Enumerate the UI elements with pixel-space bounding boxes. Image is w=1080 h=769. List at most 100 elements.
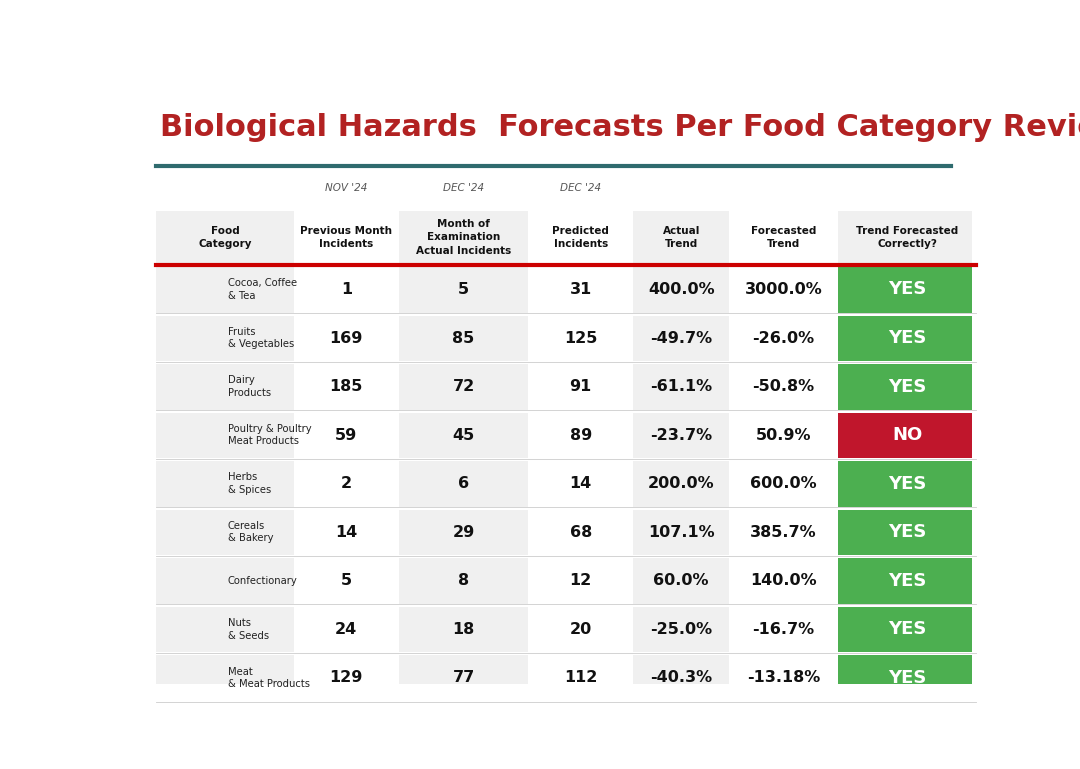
Text: 31: 31 bbox=[569, 282, 592, 297]
FancyBboxPatch shape bbox=[399, 461, 528, 507]
FancyBboxPatch shape bbox=[633, 413, 729, 458]
FancyBboxPatch shape bbox=[633, 267, 729, 312]
FancyBboxPatch shape bbox=[156, 315, 294, 361]
FancyBboxPatch shape bbox=[729, 315, 838, 361]
FancyBboxPatch shape bbox=[633, 211, 729, 264]
Text: -23.7%: -23.7% bbox=[650, 428, 712, 443]
Text: Biological Hazards  Forecasts Per Food Category Review: Biological Hazards Forecasts Per Food Ca… bbox=[160, 113, 1080, 142]
Text: Food
Category: Food Category bbox=[199, 226, 252, 249]
Text: 400.0%: 400.0% bbox=[648, 282, 715, 297]
FancyBboxPatch shape bbox=[528, 510, 633, 555]
Text: 14: 14 bbox=[569, 476, 592, 491]
Text: YES: YES bbox=[888, 669, 927, 687]
Text: 6: 6 bbox=[458, 476, 469, 491]
Text: 385.7%: 385.7% bbox=[751, 524, 816, 540]
Text: Actual
Trend: Actual Trend bbox=[662, 226, 700, 249]
FancyBboxPatch shape bbox=[729, 607, 838, 652]
Text: NO: NO bbox=[892, 426, 922, 444]
Text: 129: 129 bbox=[329, 671, 363, 685]
FancyBboxPatch shape bbox=[729, 413, 838, 458]
FancyBboxPatch shape bbox=[399, 607, 528, 652]
FancyBboxPatch shape bbox=[528, 655, 633, 701]
Text: -26.0%: -26.0% bbox=[753, 331, 814, 345]
FancyBboxPatch shape bbox=[294, 267, 399, 312]
Text: -13.18%: -13.18% bbox=[747, 671, 821, 685]
Text: -25.0%: -25.0% bbox=[650, 622, 712, 637]
FancyBboxPatch shape bbox=[399, 315, 528, 361]
FancyBboxPatch shape bbox=[399, 364, 528, 410]
Text: 140.0%: 140.0% bbox=[751, 573, 816, 588]
Text: Predicted
Incidents: Predicted Incidents bbox=[552, 226, 609, 249]
FancyBboxPatch shape bbox=[729, 655, 838, 701]
Text: 1: 1 bbox=[341, 282, 352, 297]
FancyBboxPatch shape bbox=[729, 558, 838, 604]
FancyBboxPatch shape bbox=[838, 655, 976, 701]
Text: YES: YES bbox=[888, 378, 927, 395]
FancyBboxPatch shape bbox=[156, 364, 294, 410]
Text: Previous Month
Incidents: Previous Month Incidents bbox=[300, 226, 392, 249]
Text: 29: 29 bbox=[453, 524, 474, 540]
FancyBboxPatch shape bbox=[528, 267, 633, 312]
Text: Cocoa, Coffee
& Tea: Cocoa, Coffee & Tea bbox=[228, 278, 297, 301]
FancyBboxPatch shape bbox=[838, 607, 976, 652]
Text: Fruits
& Vegetables: Fruits & Vegetables bbox=[228, 327, 294, 349]
FancyBboxPatch shape bbox=[528, 364, 633, 410]
FancyBboxPatch shape bbox=[294, 315, 399, 361]
Text: 169: 169 bbox=[329, 331, 363, 345]
FancyBboxPatch shape bbox=[156, 607, 294, 652]
FancyBboxPatch shape bbox=[294, 510, 399, 555]
FancyBboxPatch shape bbox=[294, 461, 399, 507]
FancyBboxPatch shape bbox=[156, 413, 294, 458]
FancyBboxPatch shape bbox=[156, 558, 294, 604]
Text: -40.3%: -40.3% bbox=[650, 671, 712, 685]
Text: 12: 12 bbox=[569, 573, 592, 588]
Text: 59: 59 bbox=[335, 428, 357, 443]
Text: 91: 91 bbox=[569, 379, 592, 394]
FancyBboxPatch shape bbox=[838, 461, 976, 507]
Text: YES: YES bbox=[888, 281, 927, 298]
FancyBboxPatch shape bbox=[633, 364, 729, 410]
Text: 2: 2 bbox=[341, 476, 352, 491]
FancyBboxPatch shape bbox=[399, 655, 528, 701]
Text: 3000.0%: 3000.0% bbox=[745, 282, 823, 297]
Text: 45: 45 bbox=[453, 428, 474, 443]
Text: Meat
& Meat Products: Meat & Meat Products bbox=[228, 667, 310, 689]
FancyBboxPatch shape bbox=[633, 461, 729, 507]
FancyBboxPatch shape bbox=[528, 461, 633, 507]
Text: Poultry & Poultry
Meat Products: Poultry & Poultry Meat Products bbox=[228, 424, 311, 446]
FancyBboxPatch shape bbox=[838, 413, 976, 458]
Text: -61.1%: -61.1% bbox=[650, 379, 712, 394]
Text: 107.1%: 107.1% bbox=[648, 524, 715, 540]
FancyBboxPatch shape bbox=[294, 655, 399, 701]
Text: 112: 112 bbox=[564, 671, 597, 685]
FancyBboxPatch shape bbox=[729, 461, 838, 507]
FancyBboxPatch shape bbox=[838, 558, 976, 604]
FancyBboxPatch shape bbox=[838, 211, 976, 264]
FancyBboxPatch shape bbox=[528, 558, 633, 604]
FancyBboxPatch shape bbox=[294, 364, 399, 410]
FancyBboxPatch shape bbox=[838, 510, 976, 555]
Text: 72: 72 bbox=[453, 379, 474, 394]
Text: YES: YES bbox=[888, 621, 927, 638]
Text: DEC '24: DEC '24 bbox=[561, 183, 602, 193]
FancyBboxPatch shape bbox=[399, 413, 528, 458]
FancyBboxPatch shape bbox=[399, 558, 528, 604]
Text: NOV '24: NOV '24 bbox=[325, 183, 367, 193]
Text: 185: 185 bbox=[329, 379, 363, 394]
FancyBboxPatch shape bbox=[156, 510, 294, 555]
Text: 8: 8 bbox=[458, 573, 469, 588]
FancyBboxPatch shape bbox=[838, 315, 976, 361]
FancyBboxPatch shape bbox=[528, 413, 633, 458]
Text: 77: 77 bbox=[453, 671, 474, 685]
FancyBboxPatch shape bbox=[156, 655, 294, 701]
Text: Herbs
& Spices: Herbs & Spices bbox=[228, 472, 271, 495]
Text: Confectionary: Confectionary bbox=[228, 576, 297, 586]
Text: 600.0%: 600.0% bbox=[751, 476, 816, 491]
FancyBboxPatch shape bbox=[294, 558, 399, 604]
FancyBboxPatch shape bbox=[838, 364, 976, 410]
Text: Nuts
& Seeds: Nuts & Seeds bbox=[228, 618, 269, 641]
Text: 5: 5 bbox=[341, 573, 352, 588]
FancyBboxPatch shape bbox=[633, 510, 729, 555]
Text: -49.7%: -49.7% bbox=[650, 331, 712, 345]
FancyBboxPatch shape bbox=[528, 607, 633, 652]
